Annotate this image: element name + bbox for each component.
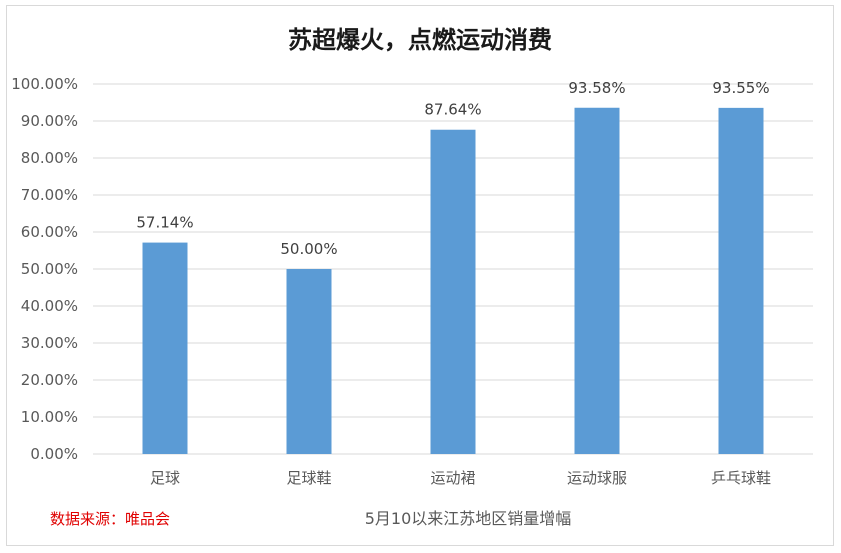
data-labels: 57.14% 50.00% 87.64% 93.58% 93.55% — [136, 79, 769, 258]
bar — [286, 269, 332, 454]
bar — [718, 107, 764, 455]
bars — [142, 107, 764, 455]
y-tick-label: 100.00% — [11, 75, 78, 93]
category-label: 运动裙 — [430, 469, 475, 487]
data-label: 50.00% — [280, 240, 337, 258]
y-tick-label: 0.00% — [30, 445, 78, 463]
bar — [574, 107, 620, 454]
category-label: 足球 — [150, 469, 180, 487]
category-label: 运动球服 — [567, 469, 627, 487]
y-axis-ticks: 0.00% 10.00% 20.00% 30.00% 40.00% 50.00% 60.00… — [11, 75, 78, 463]
source-note: 数据来源：唯品会 — [50, 510, 170, 528]
y-tick-label: 90.00% — [21, 112, 78, 130]
y-tick-label: 50.00% — [21, 260, 78, 278]
category-label: 乒乓球鞋 — [711, 469, 771, 487]
y-tick-label: 10.00% — [21, 408, 78, 426]
y-tick-label: 80.00% — [21, 149, 78, 167]
data-label: 93.55% — [712, 79, 769, 97]
y-tick-label: 20.00% — [21, 371, 78, 389]
y-tick-label: 70.00% — [21, 186, 78, 204]
y-tick-label: 30.00% — [21, 334, 78, 352]
chart-title: 苏超爆火，点燃运动消费 — [288, 26, 552, 54]
category-label: 足球鞋 — [286, 469, 331, 487]
x-axis-categories: 足球 足球鞋 运动裙 运动球服 乒乓球鞋 — [150, 469, 771, 487]
y-tick-label: 40.00% — [21, 297, 78, 315]
data-label: 87.64% — [424, 101, 481, 119]
x-axis-label: 5月10以来江苏地区销量增幅 — [365, 509, 572, 528]
data-label: 57.14% — [136, 214, 193, 232]
bar — [142, 242, 188, 454]
bar — [430, 129, 476, 454]
data-label: 93.58% — [568, 79, 625, 97]
y-tick-label: 60.00% — [21, 223, 78, 241]
